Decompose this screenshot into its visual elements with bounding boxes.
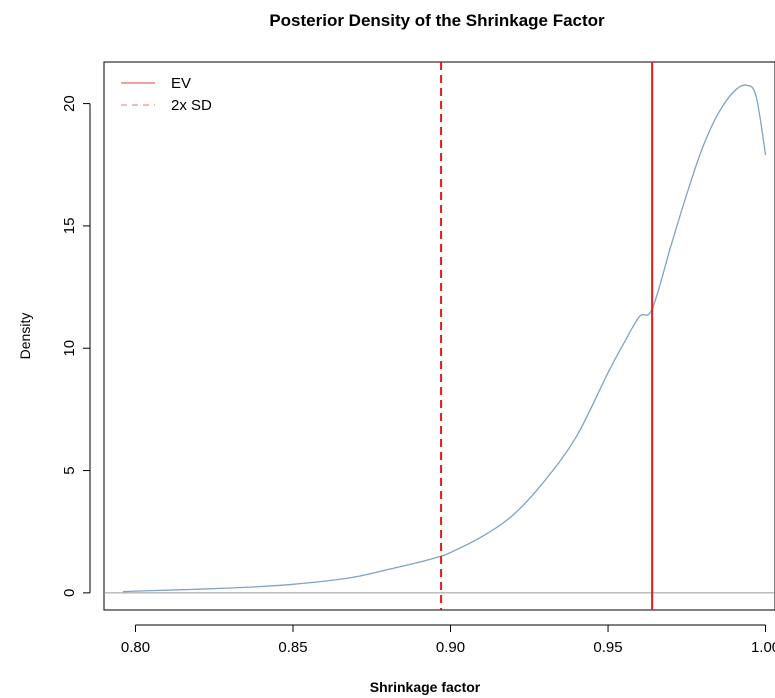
x-tick-label: 0.80 bbox=[121, 639, 150, 656]
legend-label: EV bbox=[171, 75, 191, 92]
vline-layer bbox=[440, 62, 654, 610]
y-axis: 0 5 10 15 20 bbox=[61, 95, 91, 597]
x-tick-label: 0.95 bbox=[593, 639, 622, 656]
y-axis-label: Density bbox=[17, 313, 33, 360]
x-axis-label: Shrinkage factor bbox=[370, 679, 481, 695]
legend: EV 2x SD bbox=[121, 75, 212, 114]
density-curve-layer bbox=[122, 84, 767, 593]
legend-label: 2x SD bbox=[171, 97, 212, 114]
x-tick-label: 1.00 bbox=[751, 639, 775, 656]
plot-frame bbox=[103, 61, 775, 611]
x-axis: 0.80 0.85 0.90 0.95 1.00 bbox=[121, 624, 775, 656]
y-tick-label: 15 bbox=[61, 218, 78, 235]
y-tick-label: 0 bbox=[61, 589, 78, 597]
chart-title: Posterior Density of the Shrinkage Facto… bbox=[269, 11, 605, 30]
x-tick-label: 0.90 bbox=[436, 639, 465, 656]
density-curve bbox=[122, 84, 767, 593]
x-tick-label: 0.85 bbox=[278, 639, 307, 656]
y-tick-label: 10 bbox=[61, 340, 78, 357]
y-tick-label: 5 bbox=[61, 466, 78, 474]
y-tick-label: 20 bbox=[61, 95, 78, 112]
